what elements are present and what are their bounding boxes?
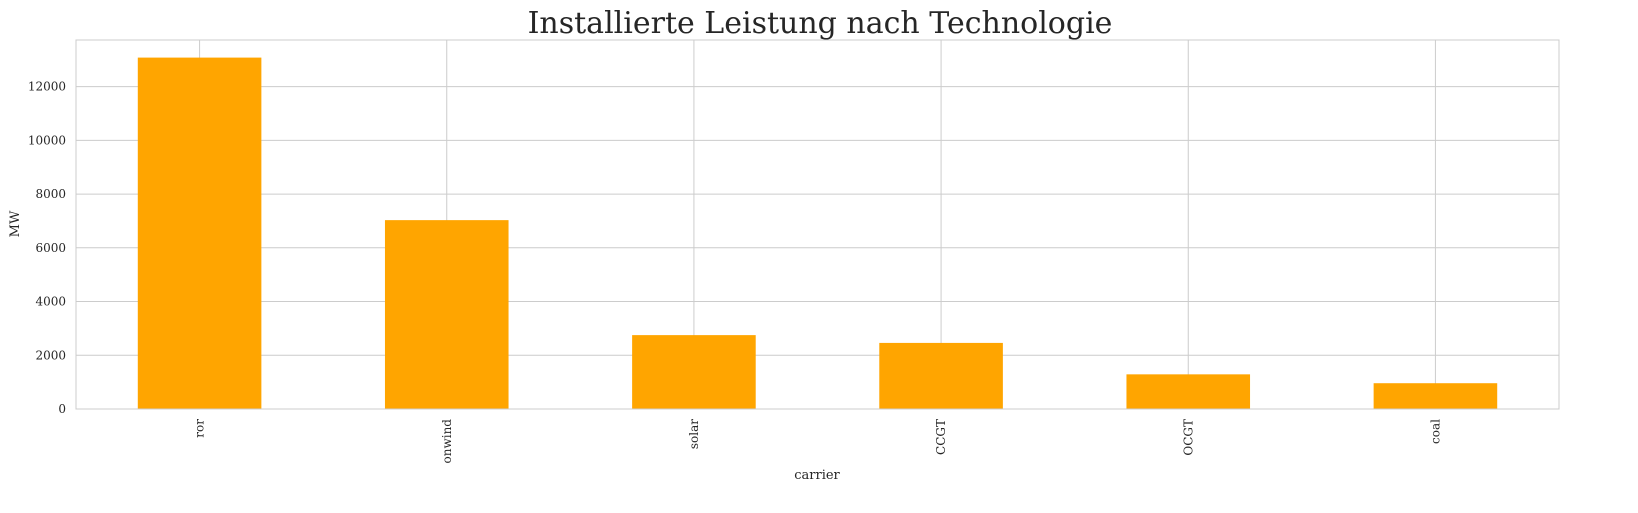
x-tick-label-CCGT: CCGT [934, 419, 948, 455]
y-tick-label: 8000 [35, 187, 66, 201]
bars [137, 57, 1498, 409]
bar-CCGT [879, 342, 1003, 409]
x-axis-label: carrier [794, 468, 840, 483]
plot-frame [75, 39, 1560, 410]
bar-coal [1373, 383, 1498, 409]
x-tick-label-coal: coal [1428, 419, 1442, 444]
y-tick-label: 2000 [35, 348, 66, 362]
y-tick-label: 6000 [35, 241, 66, 255]
x-tick-label-ror: ror [193, 419, 207, 438]
y-tick-label: 10000 [28, 133, 66, 147]
bar-solar [632, 335, 756, 409]
x-tick-label-solar: solar [687, 419, 701, 449]
chart-title: Installierte Leistung nach Technologie [528, 6, 1113, 41]
y-axis-label: MW [8, 210, 23, 237]
x-tick-label-OCGT: OCGT [1181, 419, 1195, 456]
grid [76, 40, 1559, 410]
bar-OCGT [1126, 374, 1251, 409]
x-tick-labels: ror onwind solar CCGT OCGT coal [193, 419, 1443, 464]
bar-ror [137, 57, 262, 409]
y-tick-label: 4000 [35, 295, 66, 309]
x-tick-label-onwind: onwind [440, 419, 454, 464]
y-tick-label: 12000 [28, 80, 66, 94]
bar-onwind [384, 220, 509, 409]
y-tick-label: 0 [58, 402, 66, 416]
y-tick-labels: 0 2000 4000 6000 8000 10000 12000 [28, 80, 66, 416]
